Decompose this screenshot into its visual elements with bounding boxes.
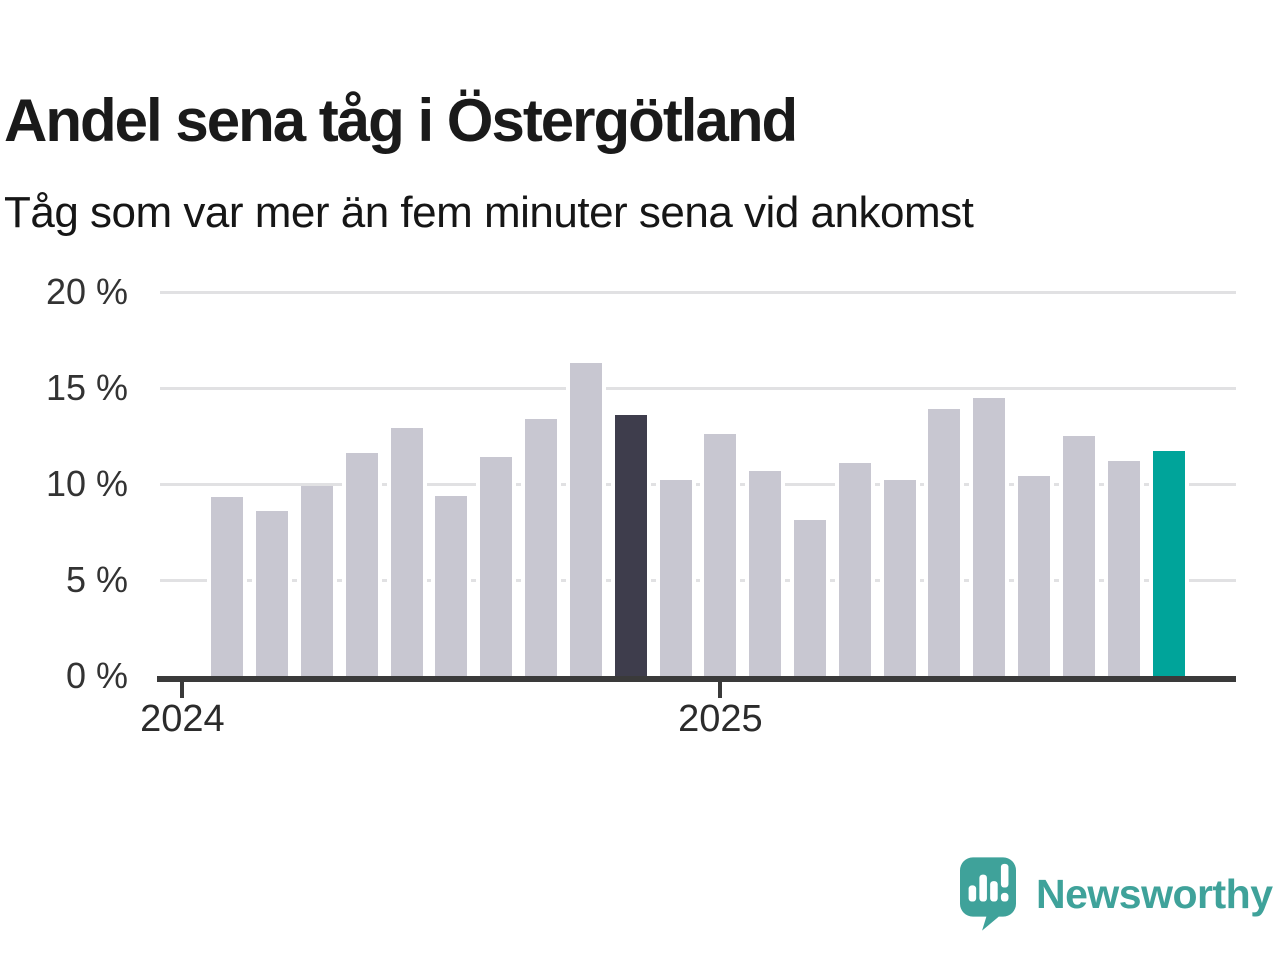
bar-2024-04 — [296, 486, 337, 676]
newsworthy-logo: Newsworthy — [960, 856, 1273, 932]
bar-slot-2024-02 — [205, 292, 250, 676]
gridline-20pct — [160, 291, 1236, 294]
bar-slot-2024-08 — [474, 292, 519, 676]
bar-slot-2024-05 — [339, 292, 384, 676]
bar-2024-06 — [386, 428, 427, 676]
chart-subtitle: Tåg som var mer än fem minuter sena vid … — [4, 188, 974, 237]
x-axis-line — [157, 676, 1236, 682]
bar-slot-2025-11 — [1146, 292, 1191, 676]
bar-2024-03 — [252, 511, 293, 676]
bar-2025-04 — [834, 463, 875, 676]
bar-slot-2024-03 — [250, 292, 295, 676]
bar-slot-2025-07 — [967, 292, 1012, 676]
gridline-15pct — [160, 387, 1236, 390]
y-axis-label-0: 0 % — [65, 655, 128, 696]
y-axis-label-20: 20 % — [45, 271, 128, 312]
brand-name: Newsworthy — [1036, 870, 1273, 917]
bar-series — [160, 292, 1236, 676]
page-title: Andel sena tåg i Östergötland — [4, 87, 798, 155]
gridline-10pct — [160, 483, 1236, 486]
y-axis-label-15: 15 % — [45, 367, 128, 408]
bar-slot-2025-08 — [1012, 292, 1057, 676]
y-axis-label-10: 10 % — [45, 463, 128, 504]
bar-2024-11 — [610, 415, 651, 676]
bar-slot-2025-09 — [1057, 292, 1102, 676]
bar-slot-2025-03 — [788, 292, 833, 676]
bar-2024-05 — [341, 453, 382, 676]
x-axis-tick-2024 — [180, 682, 185, 698]
bar-2025-03 — [790, 520, 830, 676]
bar-2025-08 — [1014, 476, 1055, 676]
bar-2024-02 — [207, 497, 248, 676]
bar-slot-2024-10 — [563, 292, 608, 676]
bar-slot-2025-10 — [1101, 292, 1146, 676]
bar-slot-2025-06 — [922, 292, 967, 676]
newsworthy-speech-bubble-chart-icon — [960, 857, 1016, 931]
bar-2024-10 — [565, 363, 606, 676]
y-axis-label-5: 5 % — [65, 559, 128, 600]
bar-slot-empty — [160, 292, 205, 676]
x-axis-label-2024: 2024 — [140, 698, 225, 740]
bar-2024-07 — [431, 496, 472, 676]
gridline-5pct — [160, 579, 1236, 582]
x-axis-tick-2025 — [718, 682, 723, 698]
bar-slot-2025-01 — [698, 292, 743, 676]
bar-slot-2024-12 — [653, 292, 698, 676]
bar-2025-07 — [969, 398, 1010, 676]
bar-2024-12 — [655, 480, 696, 676]
bar-2025-05 — [879, 480, 920, 676]
bar-slot-2025-04 — [832, 292, 877, 676]
bar-2025-02 — [745, 471, 786, 676]
bar-2024-08 — [476, 457, 517, 676]
x-axis-label-2025: 2025 — [678, 698, 763, 740]
bar-2025-01 — [700, 434, 741, 676]
bar-slot-2024-09 — [519, 292, 564, 676]
bar-slot-2025-02 — [743, 292, 788, 676]
bar-2024-09 — [521, 419, 562, 676]
bar-slot-2024-11 — [608, 292, 653, 676]
bar-slot-2024-04 — [294, 292, 339, 676]
bar-2025-09 — [1058, 436, 1099, 676]
bar-2025-06 — [924, 409, 965, 676]
bar-slot-2024-07 — [429, 292, 474, 676]
bar-slot-empty — [1191, 292, 1236, 676]
bar-2025-10 — [1103, 461, 1144, 676]
bar-2025-11 — [1148, 451, 1189, 676]
bar-slot-2024-06 — [384, 292, 429, 676]
plot-area — [160, 291, 1236, 676]
bar-slot-2025-05 — [877, 292, 922, 676]
